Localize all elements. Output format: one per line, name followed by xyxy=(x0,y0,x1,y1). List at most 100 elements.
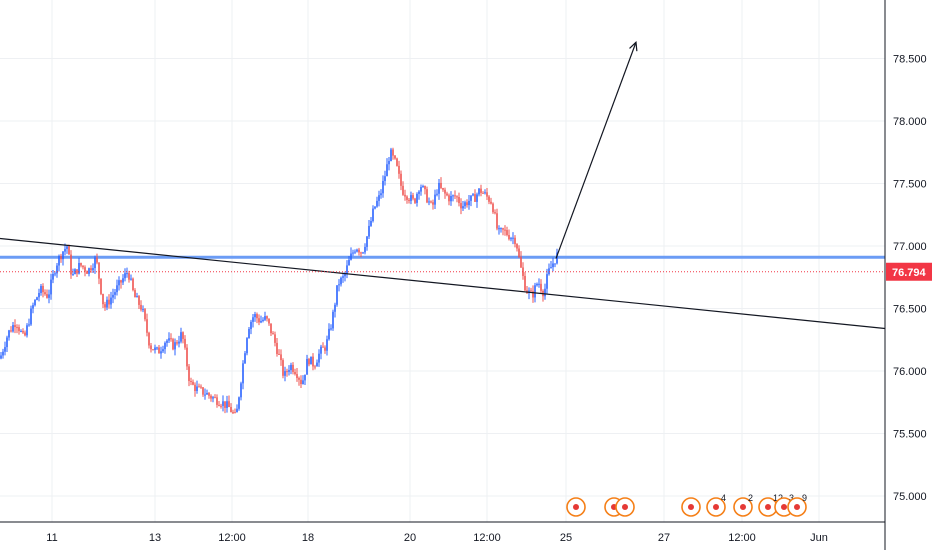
x-tick-label: 12:00 xyxy=(218,532,246,544)
candle-body xyxy=(166,340,168,343)
x-tick-label: 13 xyxy=(149,532,161,544)
x-tick-label: 11 xyxy=(46,532,57,544)
candle-body xyxy=(356,249,358,252)
candle-body xyxy=(490,201,492,204)
candle-body xyxy=(426,189,428,203)
candle-body xyxy=(300,379,302,385)
candle-body xyxy=(498,228,500,230)
candle-body xyxy=(540,283,542,291)
candle-body xyxy=(292,364,294,372)
candle-body xyxy=(194,384,196,391)
candle-body xyxy=(304,374,306,381)
candle-body xyxy=(118,280,120,286)
candle-body xyxy=(222,401,224,406)
event-dot-icon xyxy=(740,504,746,510)
candle-body xyxy=(190,381,192,383)
candle-body xyxy=(382,180,384,194)
candle-body xyxy=(110,297,112,305)
candle-body xyxy=(212,397,214,399)
candle-body xyxy=(186,347,188,367)
candle-body xyxy=(104,304,106,308)
event-marker[interactable]: 2 xyxy=(733,493,753,517)
candle-body xyxy=(80,263,82,266)
candle-body xyxy=(294,371,296,375)
candle-body xyxy=(480,188,482,193)
candle-body xyxy=(516,244,518,249)
event-count: 2 xyxy=(748,493,753,503)
candle-body xyxy=(148,332,150,346)
event-markers[interactable]: 4 2 12 3 9 xyxy=(566,493,807,517)
candle-body xyxy=(454,195,456,197)
candle-body xyxy=(436,193,438,195)
candle-body xyxy=(358,249,360,253)
event-marker[interactable] xyxy=(681,497,701,517)
candle-body xyxy=(176,342,178,344)
x-tick-label: 12:00 xyxy=(473,532,501,544)
candle-body xyxy=(40,285,42,293)
candle-body xyxy=(360,252,362,254)
candle-body xyxy=(376,200,378,207)
event-marker[interactable]: 9 xyxy=(787,493,807,517)
event-dot-icon xyxy=(622,504,628,510)
candle-body xyxy=(352,252,354,254)
candle-body xyxy=(214,397,216,399)
candle-body xyxy=(530,290,532,292)
candle-body xyxy=(204,394,206,396)
candle-body xyxy=(126,273,128,275)
candle-body xyxy=(266,316,268,319)
candle-body xyxy=(504,229,506,231)
candle-body xyxy=(92,268,94,271)
candle-body xyxy=(10,330,12,332)
y-tick-label: 78.000 xyxy=(893,116,927,128)
candle-body xyxy=(488,196,490,202)
candle-body xyxy=(42,285,44,293)
candles xyxy=(0,147,558,415)
candle-body xyxy=(556,252,558,264)
candle-body xyxy=(58,256,60,266)
candle-body xyxy=(514,237,516,245)
candle-body xyxy=(172,339,174,350)
candle-body xyxy=(290,364,292,371)
candle-body xyxy=(254,314,256,318)
event-marker[interactable]: 4 xyxy=(706,493,726,517)
candle-body xyxy=(98,262,100,279)
candle-body xyxy=(420,187,422,192)
candle-body xyxy=(278,353,280,355)
candle-body xyxy=(336,285,338,305)
candle-body xyxy=(94,257,96,269)
candle-body xyxy=(108,299,110,305)
candle-body xyxy=(86,271,88,274)
candle-body xyxy=(444,189,446,194)
candle-body xyxy=(390,149,392,161)
candle-body xyxy=(52,273,54,280)
event-marker[interactable] xyxy=(566,497,586,517)
candle-body xyxy=(18,327,20,332)
candle-body xyxy=(552,263,554,268)
candle-body xyxy=(342,276,344,278)
y-tick-label: 75.500 xyxy=(893,429,927,441)
candle-body xyxy=(178,341,180,344)
candle-body xyxy=(354,251,356,253)
candle-body xyxy=(462,206,464,209)
event-marker[interactable] xyxy=(615,497,635,517)
event-marker[interactable]: 12 xyxy=(758,493,783,517)
candle-body xyxy=(332,311,334,329)
candle-body xyxy=(326,339,328,351)
candle-body xyxy=(550,267,552,269)
candle-body xyxy=(8,330,10,338)
candle-body xyxy=(316,362,318,367)
candle-body xyxy=(156,347,158,349)
gridlines xyxy=(0,0,885,522)
candle-body xyxy=(406,196,408,200)
candle-body xyxy=(408,199,410,201)
candle-body xyxy=(314,366,316,368)
y-tick-label: 76.500 xyxy=(893,304,927,316)
trendlines[interactable] xyxy=(0,40,886,330)
candle-body xyxy=(228,401,230,408)
candle-body xyxy=(220,405,222,407)
candle-body xyxy=(62,251,64,260)
candle-body xyxy=(250,321,252,330)
candle-body xyxy=(240,383,242,398)
candle-body xyxy=(32,305,34,309)
